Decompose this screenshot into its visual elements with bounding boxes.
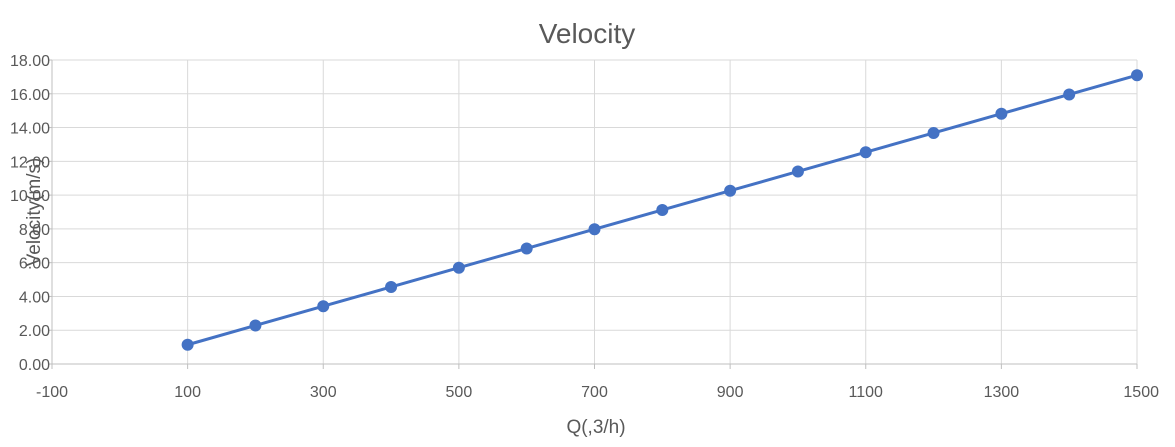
y-tick-label: 10.00 [10, 188, 50, 205]
x-tick-label: 1500 [1123, 384, 1159, 401]
data-point [995, 107, 1008, 120]
x-tick-label: 500 [446, 384, 473, 401]
data-point [452, 261, 465, 274]
x-tick-label: 900 [717, 384, 744, 401]
y-tick-label: 0.00 [19, 357, 50, 374]
x-tick-label: 700 [581, 384, 608, 401]
data-point [1063, 88, 1076, 101]
data-point [249, 319, 262, 332]
x-tick-label: -100 [36, 384, 68, 401]
y-tick-label: 2.00 [19, 323, 50, 340]
data-point [520, 242, 533, 255]
gridlines [52, 59, 1138, 364]
y-tick-label: 12.00 [10, 154, 50, 171]
data-point [927, 126, 940, 139]
data-point [385, 280, 398, 293]
data-point [588, 223, 601, 236]
x-tick-label: 300 [310, 384, 337, 401]
series-layer [181, 69, 1143, 351]
x-tick-label: 1300 [984, 384, 1020, 401]
data-point [791, 165, 804, 178]
data-point [656, 203, 669, 216]
data-point [859, 146, 872, 159]
y-tick-label: 18.00 [10, 53, 50, 70]
y-tick-label: 16.00 [10, 87, 50, 104]
data-point [317, 300, 330, 313]
axes [48, 59, 1138, 369]
x-axis-label: Q(,3/h) [566, 417, 625, 438]
x-tick-label: 1100 [849, 384, 884, 401]
y-tick-label: 4.00 [19, 289, 50, 306]
y-tick-label: 14.00 [10, 121, 50, 138]
x-tick-label: 100 [174, 384, 201, 401]
chart-title: Velocity [539, 18, 636, 49]
data-point [724, 184, 737, 197]
y-tick-label: 8.00 [19, 222, 50, 239]
y-tick-label: 6.00 [19, 256, 50, 273]
y-axis-label: Velocity(m/s) [24, 158, 45, 267]
tick-labels: 0.00 2.00 4.00 6.00 8.00 10.00 12.00 14.00 16.00… [10, 53, 1159, 401]
data-point [181, 338, 194, 351]
data-point [1131, 69, 1143, 82]
